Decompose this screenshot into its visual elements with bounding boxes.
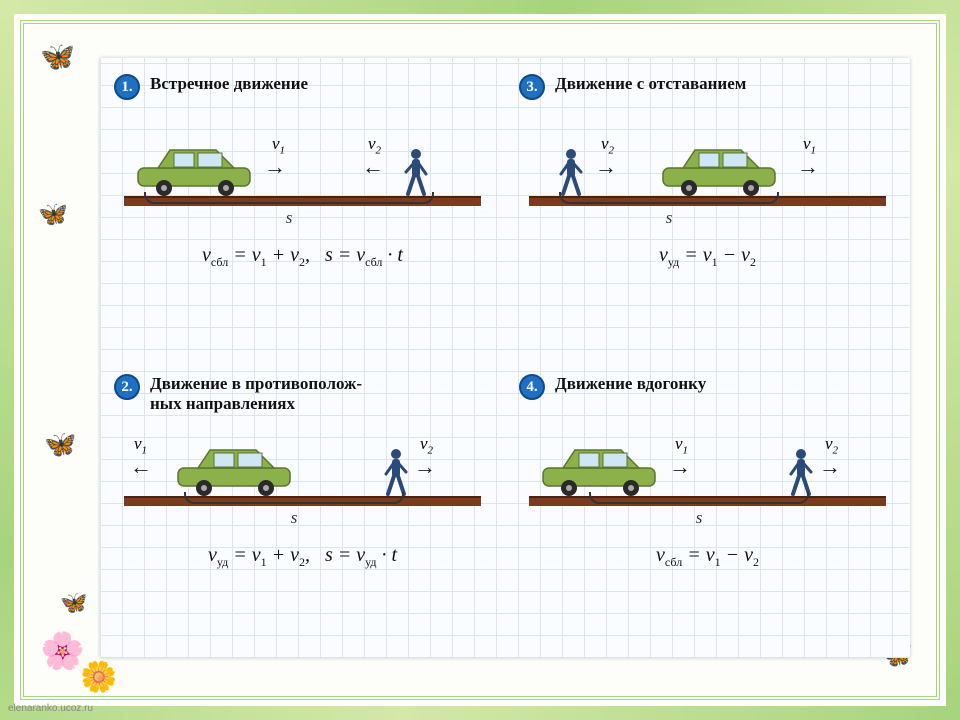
arrow-1: → <box>595 154 617 180</box>
velocity-label-1: v1 <box>272 134 285 156</box>
arrow-2: ← <box>362 154 384 180</box>
arrow-1: ← <box>130 454 152 480</box>
person-icon <box>404 148 428 196</box>
watermark: elenaranko.ucoz.ru <box>8 703 93 714</box>
velocity-label-2: v1 <box>803 134 816 156</box>
decoration: 🦋 <box>44 430 76 460</box>
car-icon <box>134 142 254 196</box>
distance-brace: s <box>144 192 434 228</box>
distance-brace: s <box>559 192 779 228</box>
distance-label: s <box>559 208 779 228</box>
panel-4: 4.Движение вдогонку →v1→v2svсбл = v1 − v… <box>505 358 910 658</box>
panel-title: Встречное движение <box>150 74 308 94</box>
panel-title: Движение вдогонку <box>555 374 706 394</box>
formula: vсбл = v1 − v2 <box>519 544 896 570</box>
panel-header: 3. Движение с отставанием <box>519 74 896 118</box>
content-grid: 1.Встречное движение →v1←v2svсбл = v1 + … <box>100 58 910 658</box>
velocity-label-2: v2 <box>825 434 838 456</box>
arrow-2: → <box>414 454 436 480</box>
panel-number-badge: 1. <box>114 74 140 100</box>
distance-brace: s <box>184 492 404 528</box>
car-icon <box>174 442 294 496</box>
panel-2: 2. Движение в противополож- ных направлен… <box>100 358 505 658</box>
distance-label: s <box>184 508 404 528</box>
scene: →v1 ←v2 s <box>114 126 491 236</box>
panel-title: Движение в противополож- ных направления… <box>150 374 362 415</box>
panel-title: Движение с отставанием <box>555 74 746 94</box>
formula: vсбл = v1 + v2, s = vсбл · t <box>114 244 491 270</box>
panel-header: 4. Движение вдогонку <box>519 374 896 418</box>
arrow-1: → <box>669 454 691 480</box>
velocity-label-1: v1 <box>134 434 147 456</box>
velocity-label-2: v2 <box>420 434 433 456</box>
decoration: 🦋 <box>40 40 75 74</box>
decoration: 🌼 <box>80 660 117 695</box>
velocity-label-1: v2 <box>601 134 614 156</box>
panel-1: 1. Встречное движение →v1 ←v2 s vсбл = v1 + … <box>100 58 505 358</box>
arrow-2: → <box>819 454 841 480</box>
scene: →v1→v2s <box>519 426 896 536</box>
formula: vуд = v1 + v2, s = vуд · t <box>114 544 491 570</box>
panel-3: 3.Движение с отставанием →v2→v1svуд = v1… <box>505 58 910 358</box>
scene: ←v1 →v2 s <box>114 426 491 536</box>
velocity-label-1: v1 <box>675 434 688 456</box>
arrow-2: → <box>797 154 819 180</box>
distance-label: s <box>589 508 809 528</box>
decoration: 🦋 <box>60 590 87 616</box>
decoration: 🌸 <box>40 630 85 672</box>
person-icon <box>384 448 408 496</box>
panel-header: 2. Движение в противополож- ных направлен… <box>114 374 491 418</box>
person-icon <box>789 448 813 496</box>
panel-number-badge: 4. <box>519 374 545 400</box>
velocity-label-2: v2 <box>368 134 381 156</box>
car-icon <box>539 442 659 496</box>
distance-brace: s <box>589 492 809 528</box>
panel-number-badge: 2. <box>114 374 140 400</box>
arrow-1: → <box>264 154 286 180</box>
person-icon <box>559 148 583 196</box>
distance-label: s <box>144 208 434 228</box>
panel-number-badge: 3. <box>519 74 545 100</box>
scene: →v2→v1s <box>519 126 896 236</box>
car-icon <box>659 142 779 196</box>
panel-header: 1. Встречное движение <box>114 74 491 118</box>
formula: vуд = v1 − v2 <box>519 244 896 270</box>
decoration: 🦋 <box>38 200 68 229</box>
